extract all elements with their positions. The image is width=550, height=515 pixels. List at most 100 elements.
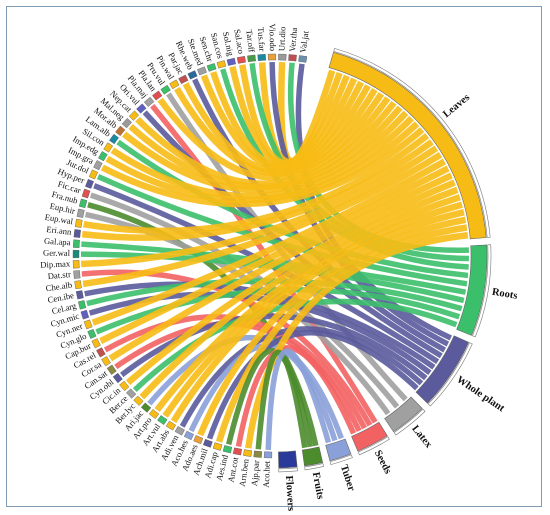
part-outline-roots [472,244,492,338]
plant-arc-dat-str [73,270,81,279]
part-outline-fruits [304,463,324,471]
plant-arc-ach-mil [202,438,213,448]
plant-label: Dat.str [47,269,71,281]
ribbon-ajp-par [255,349,308,450]
plant-label: Tar.off [244,29,257,53]
plant-arc-ber-lyc [133,395,144,406]
plant-arc-mor-alb [115,125,126,137]
plant-arc-cyn-obl [112,372,123,384]
plant-arc-art-pro [148,409,160,420]
plant-label: Val.jat [298,30,311,54]
plant-arc-rhe-web [187,70,198,80]
plant-arc-mal-neg [121,117,132,129]
plant-arc-arn-ben [243,449,252,457]
part-arc-seeds [351,421,388,452]
plant-arc-aco-het [263,451,273,459]
plant-arc-ori-vul [136,103,147,114]
plant-arc-nep-cat [128,110,140,121]
ribbon-imp-edg [105,121,420,204]
ribbon-sil-con [110,115,414,200]
plant-arc-cen-ibe [75,290,84,300]
plant-arc-ber-ce [126,388,137,399]
plant-label: Dip.max [40,258,71,269]
plant-label: Gal.apa [44,236,71,248]
ribbon-cor-sa [108,172,453,362]
plant-arc-cor-sa [101,356,111,367]
plant-arc-aes-ind [222,445,233,454]
plant-arc-lam-alb [109,133,119,145]
plant-arc-adi-cap [212,442,223,451]
ribbon-art-vul [162,201,463,418]
part-label-leaves: Leaves [441,92,472,120]
plant-arc-art-abs [165,420,177,431]
part-label-tuber: Tuber [338,464,357,493]
plant-arc-imp-gra [93,160,103,171]
plant-label: Ger.wal [43,248,71,258]
ribbon-art-abs [170,209,465,424]
part-arc-roots [456,244,488,336]
part-outline-tuber [329,454,353,466]
plant-arc-eup-wal [74,218,83,228]
part-label-flowers: Flowers [283,475,296,511]
plant-arc-eri-ann [73,229,81,238]
plant-label: Eri.ann [46,224,73,237]
part-label-latex: Latex [409,423,434,450]
plant-arc-aco-hes [183,430,194,441]
plant-arc-pin-wal [169,79,180,90]
ribbon-eri-ann [81,139,434,241]
ribbon-imp-gra [100,127,425,208]
plant-arc-ado-aes [193,435,204,445]
plant-label: Ver.tha [287,27,299,52]
ribbon-pin-wal [174,86,385,177]
ribbon-eup-wal [83,133,430,235]
plant-arc-cas-rel [96,347,106,358]
plant-arc-par-jac [178,74,189,85]
ribbon-ado-aes [197,216,467,437]
ribbon-can-sat [114,321,362,433]
plant-arc-pru-vul [160,84,171,95]
plant-arc-tar-off [247,54,256,63]
plant-arc-ari-jac [140,402,152,413]
plant-arc-san-cos [216,60,227,69]
ribbon-cap-bur [99,165,450,344]
plant-arc-eup-hir [76,208,85,218]
plant-label: Vio.odo [268,24,278,52]
plant-label: Eup.wal [44,212,74,227]
part-outline-whole [427,342,473,407]
plant-label: Ant.cot [226,456,241,484]
plant-arc-sol-nig [226,57,236,66]
plant-label: Arn.ben [237,458,251,488]
plant-arc-cic-in [119,380,130,392]
part-outline-seeds [357,436,390,456]
part-arc-flowers [278,450,298,469]
part-outline-flowers [278,467,298,473]
ribbon-arn-ben [245,231,469,449]
plant-arc-cyn-ner [83,319,93,330]
ribbon-mor-alb [122,110,409,194]
plant-arc-ste-med [197,66,207,76]
plant-arc-urt-dio [278,53,287,61]
plant-arc-fic-car [81,188,91,199]
ribbon-art-pro [154,194,461,413]
plant-arc-imp-edg [98,151,108,162]
part-outline-leaves [333,47,491,238]
part-arc-fruits [301,446,324,467]
plant-arc-che-alb [74,280,82,290]
plant-arc-can-sat [106,364,117,375]
ribbon-pla-lan [157,96,391,181]
plant-arc-gal-apa [72,239,80,248]
plant-label: Che.alb [45,280,73,294]
plant-arc-jur-dol [88,169,99,180]
plant-arc-cyn-glo [87,328,97,339]
part-arc-whole [415,335,470,404]
part-label-fruits: Fruits [310,471,326,500]
plant-label: Urt.dio [276,26,287,51]
plant-arc-cyn-mic [80,309,90,320]
ribbon-adi-cap [215,224,468,443]
ribbon-ach-mil [206,329,419,440]
ribbon-cic-in [125,179,456,386]
part-arc-leaves [328,51,487,240]
plant-arc-pla-maj [143,96,155,107]
ribbon-che-alb [82,152,443,288]
